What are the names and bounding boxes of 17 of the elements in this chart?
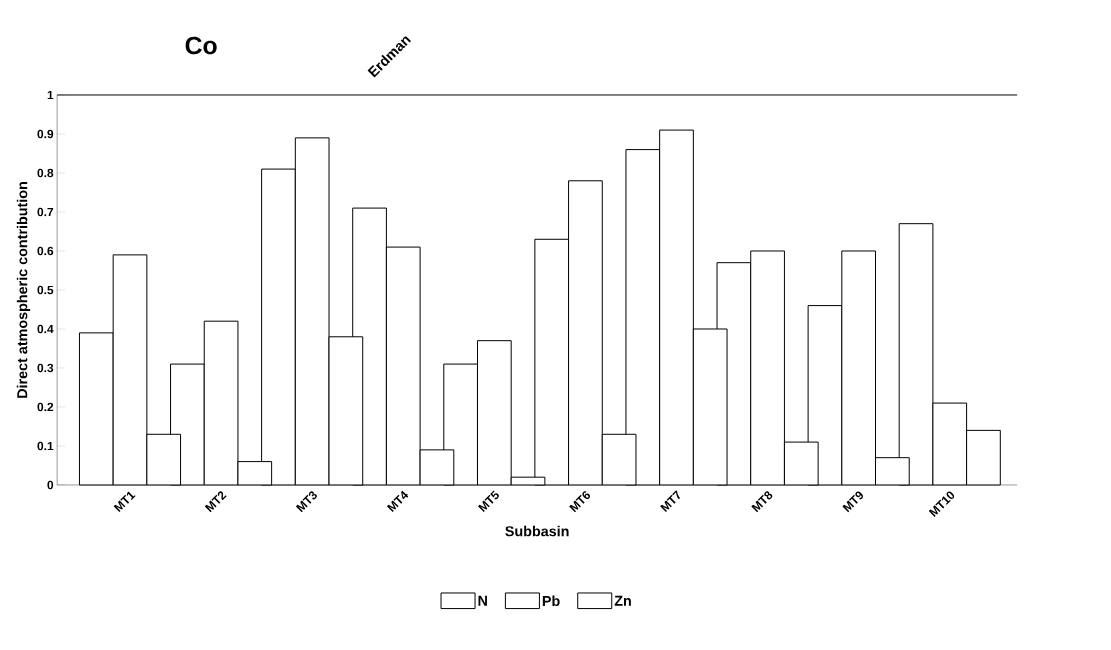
x-axis-title: Subbasin xyxy=(505,525,569,537)
y-tick-label: 1 xyxy=(47,90,54,100)
y-tick-label: 0.3 xyxy=(37,363,54,373)
legend-label: N xyxy=(478,595,487,606)
y-tick-label: 0.8 xyxy=(37,168,54,178)
y-tick-label: 0.4 xyxy=(37,324,54,334)
chart-title: Co xyxy=(185,36,217,55)
legend-label: Pb xyxy=(542,595,560,607)
y-tick-label: 0 xyxy=(47,480,54,490)
y-axis-title: Direct atmospheric contribution xyxy=(16,182,31,398)
y-tick-label: 0.6 xyxy=(37,246,54,256)
legend-label: Zn xyxy=(614,595,631,606)
y-tick-label: 0.9 xyxy=(37,129,54,139)
y-tick-label: 0.1 xyxy=(37,441,54,451)
y-tick-label: 0.7 xyxy=(37,207,54,217)
y-tick-label: 0.2 xyxy=(37,402,54,412)
y-tick-label: 0.5 xyxy=(37,285,54,295)
